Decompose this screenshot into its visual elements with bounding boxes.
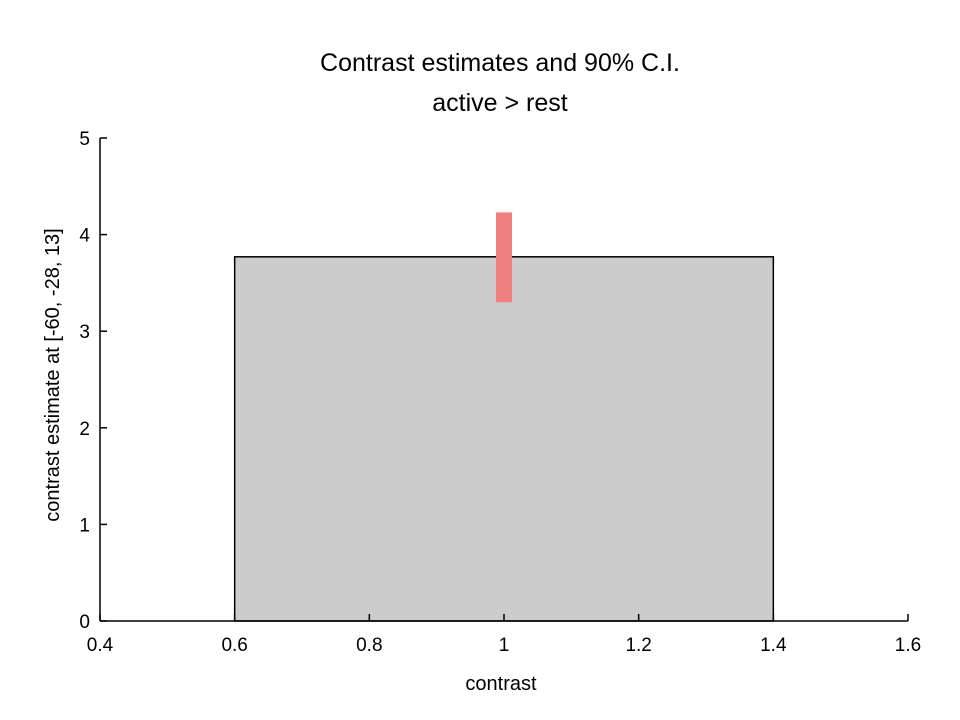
chart-title: Contrast estimates and 90% C.I. bbox=[320, 49, 680, 77]
y-tick-label: 1 bbox=[79, 515, 90, 536]
y-tick-label: 2 bbox=[79, 419, 90, 440]
x-tick-label: 1 bbox=[499, 635, 510, 656]
axes-layer: 0.4 0.6 0.8 1 1.2 1.4 1.6 0 1 2 3 4 5 bbox=[79, 129, 921, 656]
y-tick-label: 4 bbox=[79, 226, 90, 247]
x-tick-label: 0.6 bbox=[221, 635, 247, 656]
x-tick-label: 0.4 bbox=[87, 635, 114, 656]
x-tick-label: 1.6 bbox=[895, 635, 921, 656]
y-tick-label: 3 bbox=[79, 322, 90, 343]
x-axis-label: contrast bbox=[465, 673, 537, 695]
y-tick-label: 0 bbox=[79, 612, 90, 633]
x-tick-label: 0.8 bbox=[356, 635, 382, 656]
y-axis-label: contrast estimate at [-60, -28, 13] bbox=[42, 228, 64, 521]
x-tick-label: 1.4 bbox=[760, 635, 787, 656]
bars-layer bbox=[233, 256, 775, 622]
chart-subtitle: active > rest bbox=[432, 89, 568, 117]
x-tick-label: 1.2 bbox=[625, 635, 651, 656]
bar-0 bbox=[233, 256, 775, 622]
y-tick-label: 5 bbox=[79, 129, 90, 150]
